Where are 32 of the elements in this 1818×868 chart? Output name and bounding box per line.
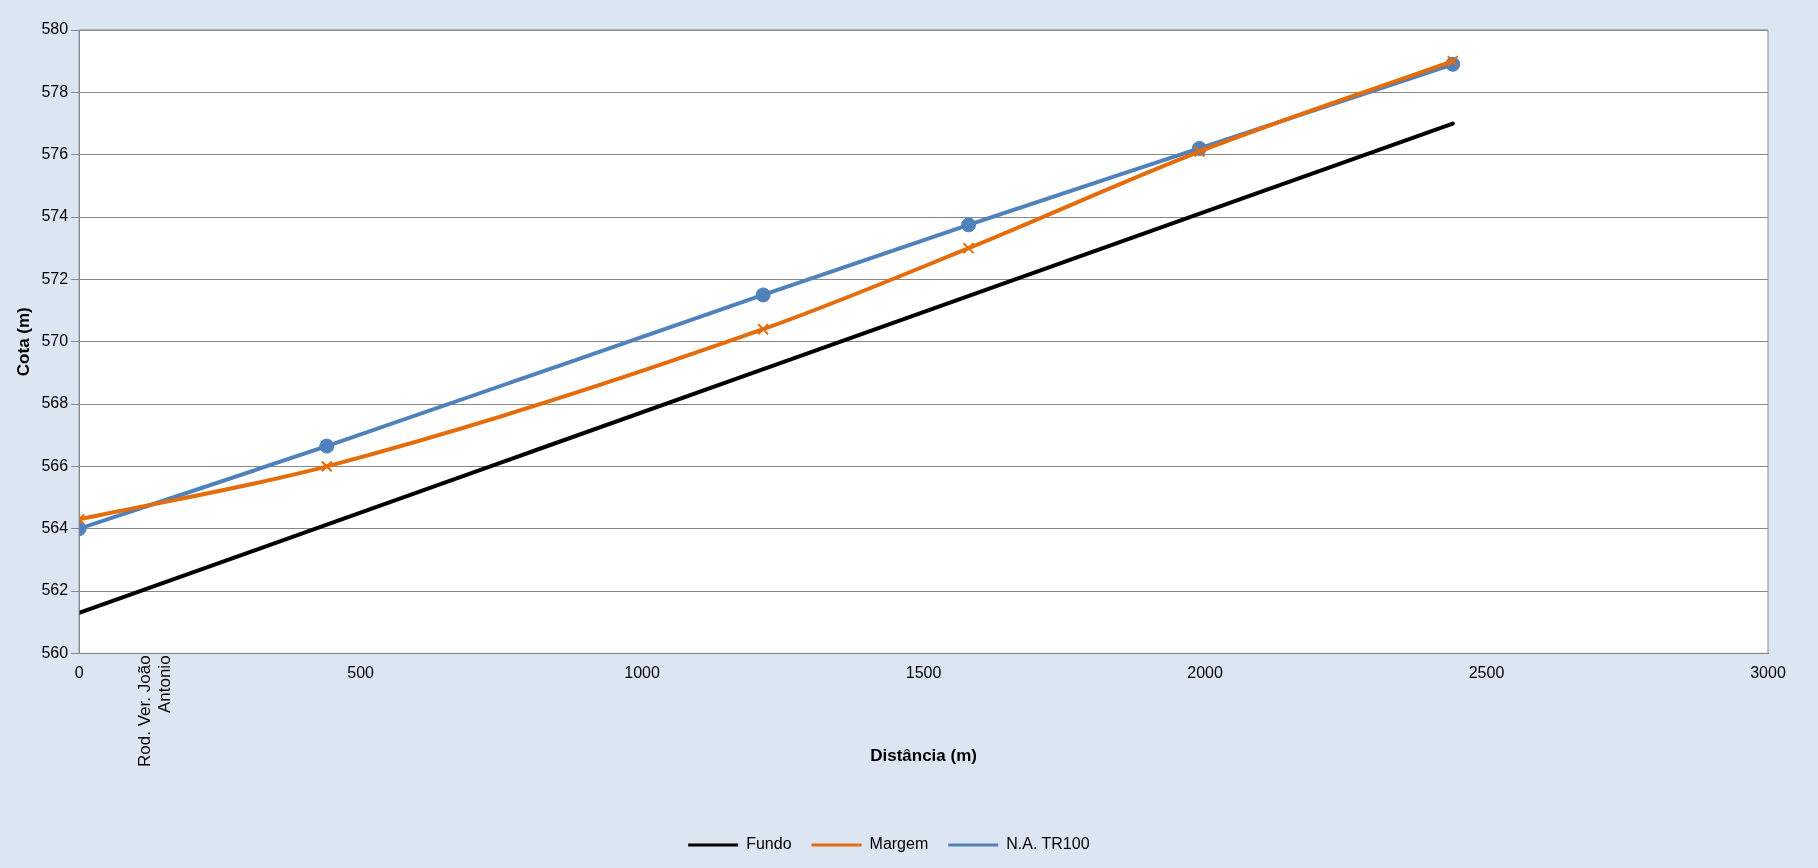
y-axis-title: Cota (m) (13, 307, 33, 377)
x-tick-label: 2500 (1468, 664, 1505, 682)
y-tick-label: 578 (41, 82, 69, 100)
y-tick-label: 566 (41, 456, 69, 474)
y-tick-label: 564 (41, 519, 69, 537)
y-tick-label: 562 (41, 581, 69, 599)
point (961, 217, 977, 233)
point (755, 287, 771, 303)
point (319, 438, 335, 454)
y-tick-label: 580 (41, 20, 69, 38)
y-tick-label: 570 (41, 332, 69, 350)
y-tick-label: 568 (41, 394, 69, 412)
x-tick-label: 500 (347, 664, 375, 682)
legend-label: N.A. TR100 (1006, 835, 1090, 853)
point (757, 323, 770, 336)
legend-label: Fundo (746, 835, 792, 853)
legend-label: Margem (869, 835, 929, 853)
x-tick-label: 0 (74, 664, 84, 682)
y-tick-label: 560 (41, 643, 69, 661)
text: Rod. Ver. João Antonio (135, 655, 175, 767)
x-tick-label: 1000 (624, 664, 660, 682)
x-tick-label: 2000 (1187, 664, 1223, 682)
point (1446, 55, 1459, 68)
point (320, 460, 333, 473)
x-tick-label: 3000 (1750, 664, 1786, 682)
point (962, 242, 975, 255)
y-tick-label: 576 (41, 145, 69, 163)
x-tick-label: 1500 (905, 664, 942, 682)
y-tick-label: 574 (41, 207, 69, 225)
y-tick-label: 572 (41, 269, 69, 287)
x-axis-title: Distância (m) (870, 746, 977, 766)
point (1193, 145, 1206, 158)
